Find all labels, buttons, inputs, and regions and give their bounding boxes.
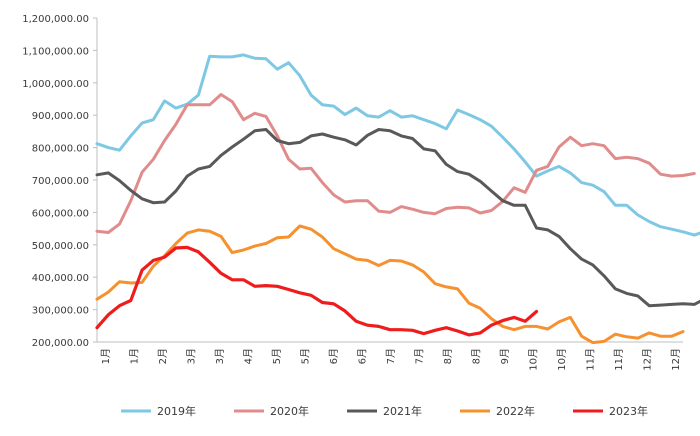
legend-label: 2023年 bbox=[609, 404, 648, 418]
x-tick-label: 7月 bbox=[414, 348, 426, 364]
series-lines bbox=[95, 53, 700, 345]
series-line-2021年 bbox=[95, 128, 700, 308]
x-tick-label: 11月 bbox=[585, 348, 597, 371]
series-line-2019年 bbox=[95, 53, 700, 237]
x-tick-label: 5月 bbox=[271, 348, 283, 364]
y-tick-label: 1,100,000.00 bbox=[22, 46, 89, 57]
legend-label: 2022年 bbox=[496, 404, 535, 418]
x-tick-label: 12月 bbox=[670, 348, 682, 371]
x-tick-label: 7月 bbox=[385, 348, 397, 364]
y-tick-label: 800,000.00 bbox=[32, 144, 89, 155]
y-tick-label: 1,200,000.00 bbox=[22, 14, 89, 25]
x-tick-label: 9月 bbox=[499, 348, 511, 364]
y-tick-label: 300,000.00 bbox=[32, 306, 89, 317]
x-tick-label: 1月 bbox=[129, 348, 141, 364]
x-tick-label: 1月 bbox=[100, 348, 112, 364]
x-tick-label: 5月 bbox=[300, 348, 312, 364]
series-line-2022年 bbox=[95, 224, 685, 345]
y-axis: 200,000.00 300,000.00 400,000.00 500,000.00… bbox=[22, 14, 98, 349]
legend-label: 2021年 bbox=[383, 404, 422, 418]
x-tick-label: 3月 bbox=[186, 348, 198, 364]
x-tick-label: 3月 bbox=[214, 348, 226, 364]
x-axis: 1月 1月 2月 3月 3月 4月 5月 5月 6月 6月 7月 7月 8月 8月 9月 10月 10月 11月 1… bbox=[97, 341, 683, 371]
x-tick-label: 12月 bbox=[642, 348, 654, 371]
x-tick-label: 8月 bbox=[471, 348, 483, 364]
y-tick-label: 1,000,000.00 bbox=[22, 79, 89, 90]
x-tick-label: 2月 bbox=[157, 348, 169, 364]
y-tick-label: 500,000.00 bbox=[32, 241, 89, 252]
y-tick-label: 600,000.00 bbox=[32, 208, 89, 219]
x-tick-label: 11月 bbox=[613, 348, 625, 371]
legend: 2019年 2020年 2021年 2022年 2023年 bbox=[121, 404, 648, 418]
series-line-2023年 bbox=[95, 245, 539, 337]
y-tick-label: 700,000.00 bbox=[32, 176, 89, 187]
y-tick-label: 200,000.00 bbox=[32, 338, 89, 349]
y-tick-label: 900,000.00 bbox=[32, 111, 89, 122]
legend-label: 2020年 bbox=[270, 404, 309, 418]
x-tick-label: 6月 bbox=[328, 348, 340, 364]
x-tick-label: 6月 bbox=[357, 348, 369, 364]
x-tick-label: 8月 bbox=[442, 348, 454, 364]
x-tick-label: 4月 bbox=[243, 348, 255, 364]
series-line-2020年 bbox=[95, 93, 696, 234]
x-tick-label: 10月 bbox=[528, 348, 540, 371]
y-tick-label: 400,000.00 bbox=[32, 273, 89, 284]
legend-label: 2019年 bbox=[157, 404, 196, 418]
x-tick-label: 10月 bbox=[556, 348, 568, 371]
